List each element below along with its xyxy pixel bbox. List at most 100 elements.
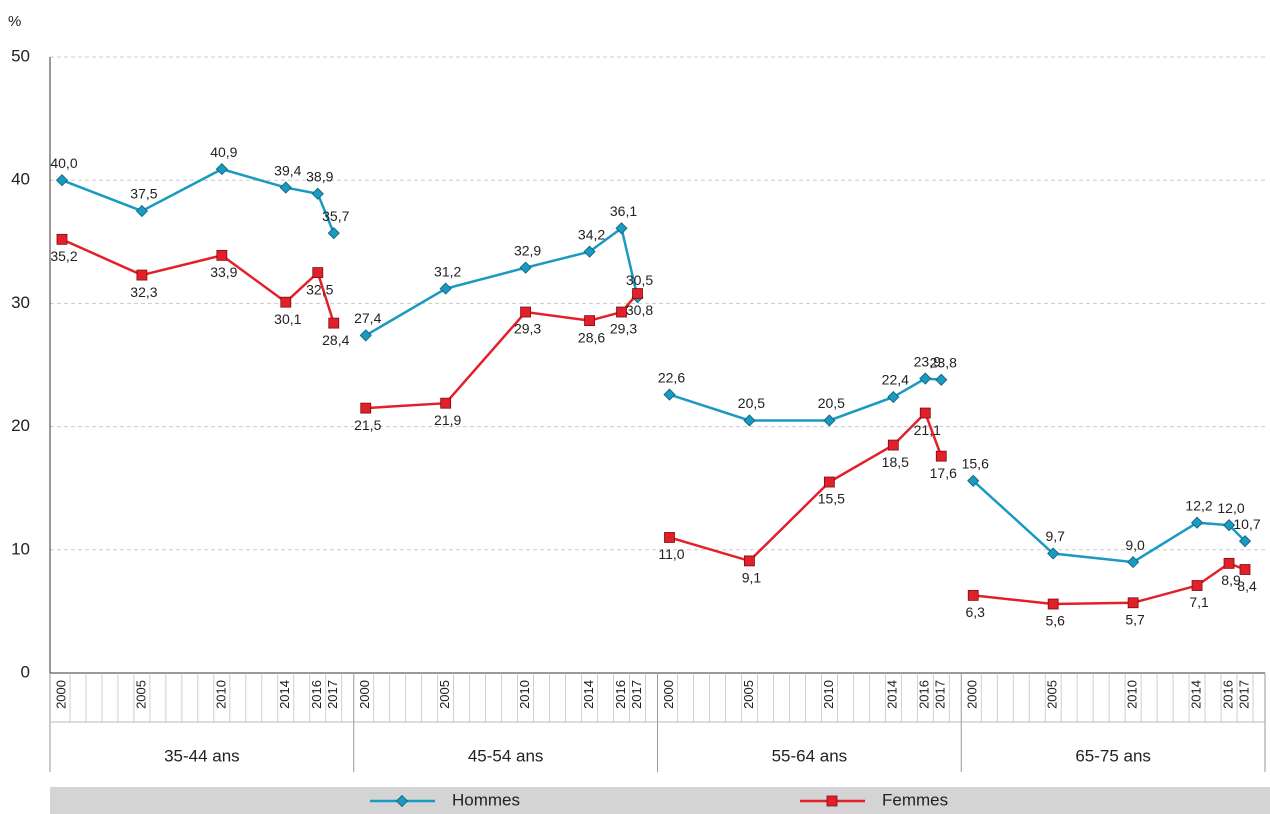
y-tick-label: 10 — [11, 539, 30, 558]
x-tick-label: 2016 — [917, 680, 932, 709]
value-label: 5,7 — [1125, 611, 1145, 627]
legend-background — [50, 787, 1270, 814]
value-label: 30,8 — [626, 302, 653, 318]
value-label: 33,9 — [210, 264, 237, 280]
x-tick-label: 2000 — [965, 680, 980, 709]
point-marker — [1047, 547, 1060, 560]
value-label: 11,0 — [658, 546, 684, 562]
y-tick-label: 0 — [21, 662, 30, 681]
x-tick-label: 2000 — [357, 680, 372, 709]
x-tick-label: 2014 — [277, 680, 292, 709]
value-label: 23,8 — [930, 354, 957, 370]
value-label: 32,9 — [514, 242, 541, 258]
point-marker — [743, 414, 756, 427]
value-label: 30,1 — [274, 311, 301, 327]
point-marker — [311, 187, 324, 200]
x-tick-label: 2000 — [661, 680, 676, 709]
point-marker — [1223, 557, 1235, 569]
point-marker — [1127, 556, 1140, 569]
x-tick-label: 2016 — [1220, 680, 1235, 709]
x-tick-label: 2017 — [629, 680, 644, 709]
value-label: 21,9 — [434, 412, 461, 428]
point-marker — [312, 267, 324, 279]
x-tick-label: 2017 — [325, 680, 340, 709]
x-tick-label: 2010 — [821, 680, 836, 709]
point-marker — [280, 296, 292, 308]
series-line — [61, 167, 335, 234]
point-marker — [1190, 516, 1204, 529]
series-line — [669, 410, 943, 563]
point-marker — [887, 390, 900, 404]
point-marker — [632, 288, 643, 299]
x-tick-label: 2005 — [1045, 680, 1060, 709]
point-marker — [663, 388, 676, 401]
x-tick-label: 2005 — [133, 680, 148, 709]
point-marker — [520, 306, 532, 318]
point-marker — [519, 261, 532, 274]
group-label: 55-64 ans — [772, 746, 848, 765]
value-label: 37,5 — [130, 186, 157, 202]
y-unit: % — [8, 13, 21, 30]
value-label: 39,4 — [274, 162, 301, 178]
point-marker — [919, 407, 931, 419]
legend-label: Hommes — [452, 790, 520, 809]
point-marker — [1127, 597, 1139, 609]
point-marker — [1047, 598, 1059, 610]
value-label: 12,0 — [1217, 500, 1244, 516]
value-label: 40,0 — [50, 155, 77, 171]
value-label: 15,5 — [818, 491, 845, 507]
point-marker — [440, 397, 452, 409]
point-marker — [360, 402, 372, 414]
point-marker — [967, 589, 979, 601]
point-marker — [1222, 519, 1236, 532]
value-label: 27,4 — [354, 310, 381, 326]
legend-marker — [826, 795, 838, 807]
value-label: 9,0 — [1125, 537, 1145, 553]
value-label: 38,9 — [306, 168, 333, 184]
series-line — [61, 238, 335, 324]
value-label: 29,3 — [610, 321, 637, 337]
point-marker — [359, 329, 372, 342]
value-label: 10,7 — [1233, 516, 1260, 532]
value-label: 5,6 — [1045, 613, 1065, 629]
point-marker — [744, 555, 755, 567]
group-label: 35-44 ans — [164, 746, 240, 765]
x-tick-label: 2014 — [1188, 680, 1203, 709]
point-marker — [216, 249, 228, 261]
x-tick-label: 2017 — [1236, 680, 1251, 709]
y-tick-label: 50 — [11, 46, 30, 65]
point-marker — [327, 227, 340, 240]
value-label: 40,9 — [210, 144, 237, 160]
point-marker — [967, 474, 980, 487]
value-label: 28,6 — [578, 329, 605, 345]
point-marker — [919, 372, 932, 385]
value-label: 21,5 — [354, 417, 381, 433]
point-marker — [583, 245, 596, 258]
value-label: 9,7 — [1045, 528, 1065, 544]
value-label: 8,9 — [1221, 572, 1241, 588]
value-label: 21,1 — [914, 422, 941, 438]
legend-label: Femmes — [882, 790, 948, 809]
x-tick-label: 2000 — [53, 680, 68, 709]
value-label: 35,2 — [50, 248, 77, 264]
point-marker — [56, 233, 68, 245]
y-tick-label: 20 — [11, 416, 30, 435]
point-marker — [823, 476, 835, 488]
point-marker — [279, 181, 292, 194]
point-marker — [135, 204, 148, 218]
value-label: 17,6 — [930, 465, 957, 481]
value-label: 36,1 — [610, 203, 637, 219]
point-marker — [1239, 564, 1251, 575]
x-tick-label: 2016 — [613, 680, 628, 709]
value-label: 22,6 — [658, 369, 685, 385]
y-tick-label: 40 — [11, 170, 30, 189]
value-label: 31,2 — [434, 263, 461, 279]
point-marker — [935, 373, 948, 386]
x-tick-label: 2014 — [581, 680, 596, 709]
value-label: 23,9 — [914, 353, 941, 369]
point-marker — [215, 163, 228, 176]
point-marker — [439, 282, 452, 295]
point-marker — [664, 532, 675, 543]
point-marker — [328, 317, 340, 329]
group-label: 65-75 ans — [1075, 746, 1151, 765]
